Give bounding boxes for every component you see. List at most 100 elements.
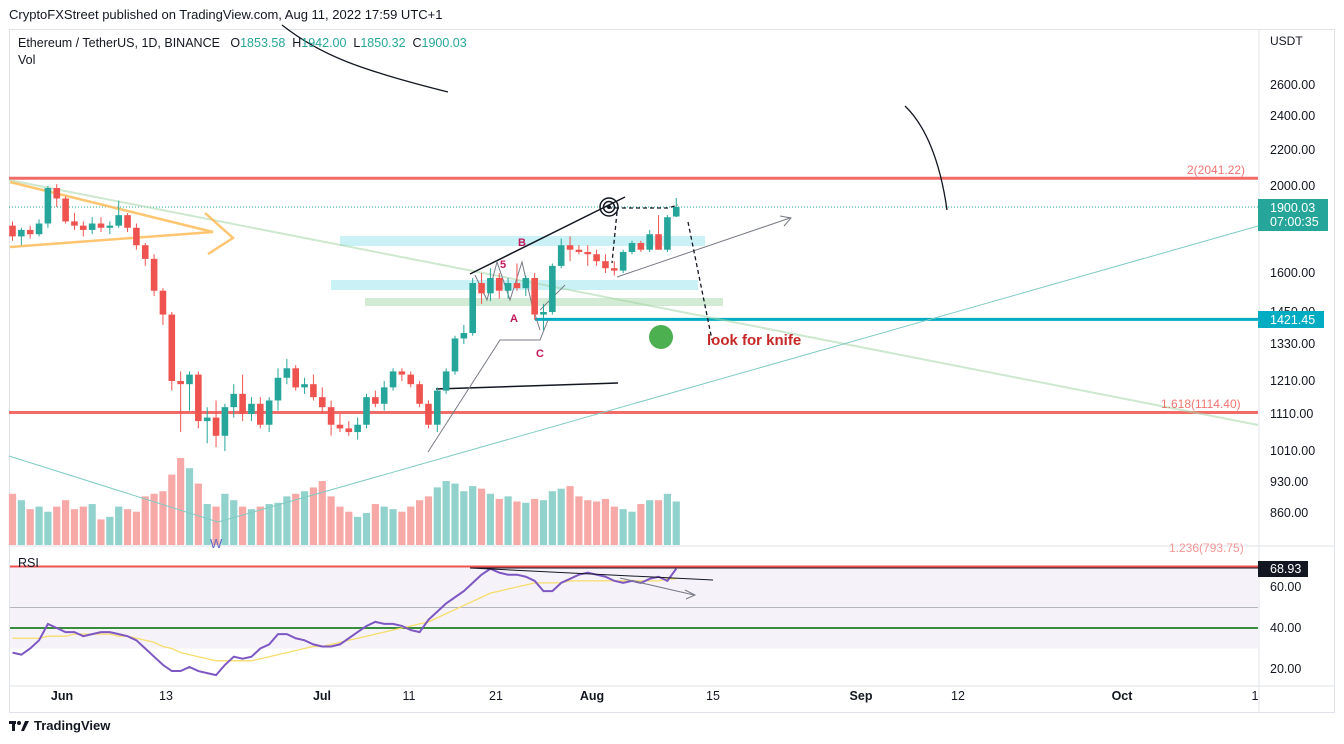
rsi-label: RSI [18, 556, 39, 570]
rsi-divergence-line [469, 567, 714, 581]
volume-bar [274, 502, 282, 545]
candle-body [416, 384, 423, 404]
volume-bar [371, 504, 379, 545]
candle-body [35, 223, 43, 235]
fib-2-label: 2(2041.22) [1187, 163, 1245, 177]
grey-arrow-right-head [779, 215, 792, 227]
candle-body [159, 290, 167, 315]
candle-body [44, 188, 52, 224]
candle-body [628, 242, 636, 252]
candle-body [274, 377, 282, 401]
candle-body [442, 371, 450, 391]
look-for-knife-note: look for knife [707, 332, 801, 349]
volume-bar [637, 504, 645, 545]
volume-bar [460, 491, 468, 545]
legend-open: 1853.58 [240, 36, 286, 50]
candle-body [495, 277, 503, 291]
tradingview-footer[interactable]: TradingView [9, 718, 110, 733]
volume-bar [123, 509, 132, 545]
price-tick-label: 2200.00 [1270, 143, 1315, 157]
volume-bar [327, 496, 335, 545]
rsi-value-badge [1258, 561, 1308, 577]
candle-body [203, 417, 211, 422]
target-ring-outer [599, 197, 619, 217]
volume-bar [230, 500, 238, 545]
volume-bar [106, 516, 114, 545]
candle-body [106, 225, 114, 228]
teal-ascending-line [217, 225, 1259, 523]
wave-label-a: A [510, 313, 518, 325]
candle-body [593, 254, 600, 262]
volume-bar [486, 493, 494, 545]
volume-bar [504, 496, 512, 545]
rsi-tick-label: 40.00 [1270, 621, 1301, 635]
volume-bar [539, 500, 548, 545]
last-price-value: 1900.03 [1270, 201, 1315, 215]
date-tick-label: Sep [850, 689, 873, 703]
price-tick-label: 1210.00 [1270, 374, 1315, 388]
candle-body [584, 251, 592, 255]
candle-body [434, 390, 441, 425]
candle-body [487, 277, 494, 294]
price-tick-label: 1010.00 [1270, 444, 1315, 458]
candle-body [354, 424, 361, 433]
candle-body [124, 215, 131, 228]
volume-bar [256, 506, 264, 545]
green-zone [365, 298, 723, 306]
volume-bar [619, 509, 627, 545]
chart-frame [9, 29, 1335, 713]
volume-bar [477, 488, 486, 545]
candle-body [504, 283, 512, 291]
support-price-badge [1258, 311, 1324, 328]
volume-bar [672, 501, 680, 545]
volume-bar [362, 513, 371, 545]
candle-body [611, 268, 618, 271]
fib-1236-label: 1.236(793.75) [1169, 541, 1244, 555]
supply-zone [340, 236, 705, 246]
volume-bar [548, 491, 556, 545]
volume-bar [407, 506, 415, 545]
fib-1618-label: 1.618(1114.40) [1161, 397, 1241, 411]
price-tick-label: 2600.00 [1270, 78, 1315, 92]
candle-body [363, 397, 370, 425]
candle-body [336, 424, 344, 429]
candle-body [380, 387, 388, 404]
candle-body [150, 258, 158, 291]
black-curve-top [281, 24, 449, 93]
wave-label-w: W [210, 536, 223, 551]
volume-bar [194, 483, 202, 545]
volume-bar [575, 496, 583, 545]
descending-trendline [8, 179, 1259, 426]
date-tick-label: 15 [706, 689, 720, 703]
wave-label-5: 5 [500, 259, 506, 271]
volume-bar [442, 481, 450, 545]
volume-label: Vol [18, 53, 36, 67]
rsi-tick-label: 20.00 [1270, 662, 1301, 676]
price-tick-label: 1330.00 [1270, 337, 1315, 351]
candle-body [133, 227, 140, 246]
publish-header: CryptoFXStreet published on TradingView.… [9, 7, 443, 22]
price-tick-label: 1600.00 [1270, 266, 1315, 280]
candle-body [18, 229, 25, 237]
candle-body [62, 198, 69, 222]
black-curve-right [904, 105, 948, 211]
volume-bar [416, 500, 424, 545]
candle-body [531, 277, 538, 315]
candle-body [221, 407, 229, 436]
volume-bar [557, 488, 565, 545]
volume-bar [221, 493, 229, 545]
volume-bar [424, 496, 433, 545]
rsi-grey-arrow [619, 577, 695, 596]
rsi-value: 68.93 [1270, 562, 1301, 576]
volume-bar [663, 493, 671, 545]
price-tick-label: 2400.00 [1270, 109, 1315, 123]
candle-body [239, 393, 246, 414]
candle-body [71, 221, 78, 226]
rsi-line [12, 567, 678, 677]
candle-body [186, 374, 193, 385]
orange-wedge-lines [9, 180, 214, 249]
legend-symbol: Ethereum / TetherUS, 1D, BINANCE [18, 36, 220, 50]
candle-body [619, 251, 627, 271]
volume-bar [389, 509, 397, 545]
